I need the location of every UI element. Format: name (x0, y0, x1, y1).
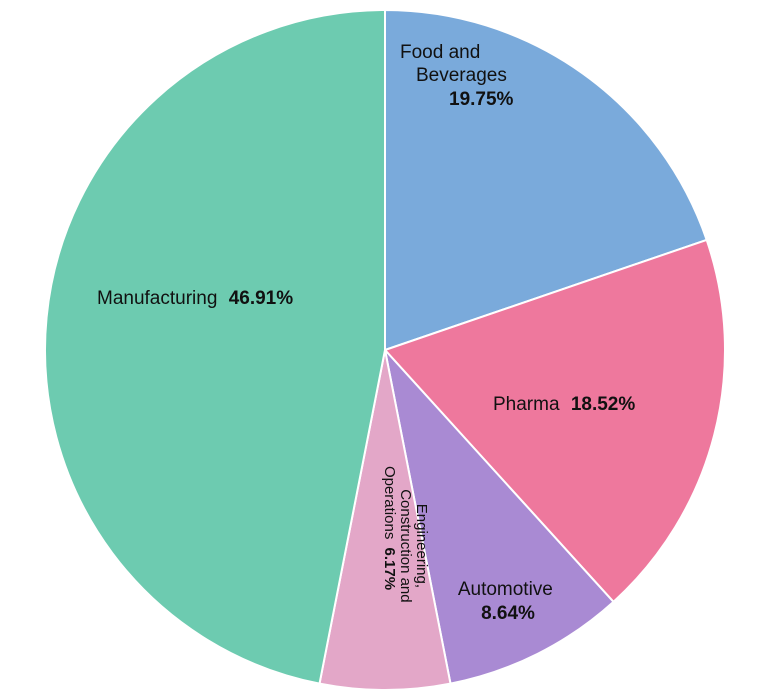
slice-name-line: Engineering, (413, 504, 430, 588)
slice-label-food-and-beverages: Food and Beverages 19.75% (400, 42, 514, 110)
slice-value-label: 18.52% (571, 394, 636, 415)
slice-label-engineering-construction-operations: Engineering, Construction and Operations… (381, 466, 430, 607)
slice-value-label: 8.64% (481, 603, 535, 624)
slice-value-label: 19.75% (449, 89, 514, 110)
pie-slice-manufacturing (44, 8, 386, 685)
pie-slice-food-and-beverages (384, 8, 708, 352)
slice-name-line: Food and (400, 42, 480, 63)
slice-label-automotive: Automotive 8.64% (458, 579, 558, 624)
pie-slice-automotive (383, 346, 615, 685)
svg-text:Engineering, Constru: Engineering, Construction and Operations… (381, 466, 430, 607)
slice-label-manufacturing: Manufacturing 46.91% (97, 288, 293, 309)
slice-name-line: Beverages (416, 65, 507, 86)
labels-layer: Food and Beverages 19.75% Pharma 18.52% … (97, 42, 635, 624)
slice-name-line: Automotive (458, 579, 553, 600)
slice-name-line: Construction and (397, 489, 414, 602)
slice-name-line: Operations (381, 466, 398, 539)
slice-name-line: Manufacturing (97, 288, 217, 309)
slice-value-label: 46.91% (229, 288, 294, 309)
slice-name-line: Pharma (493, 394, 560, 415)
pie-slice-pharma (383, 238, 726, 604)
slice-value-label: 6.17% (381, 548, 398, 591)
pie-slice-engineering-construction-and-operations (318, 349, 452, 691)
slice-label-pharma: Pharma 18.52% (493, 394, 635, 415)
slices-layer (44, 8, 726, 691)
